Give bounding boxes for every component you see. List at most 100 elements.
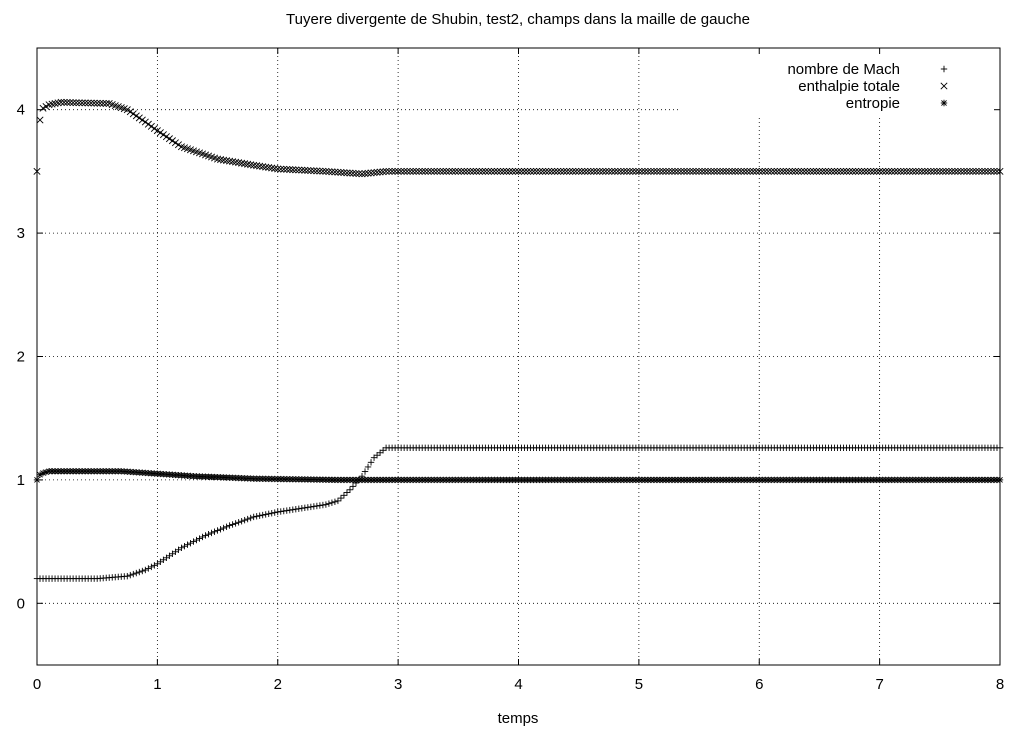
data-point [328,168,336,176]
data-point [617,167,625,175]
data-point [334,168,342,176]
data-point [514,167,523,175]
data-point [145,565,152,572]
data-point [349,169,357,177]
data-point [81,99,89,107]
data-point [442,167,450,175]
data-point [930,167,938,175]
data-point [858,167,866,175]
data-point [921,167,929,175]
data-point [147,122,155,130]
data-point [292,506,300,513]
data-point [412,167,420,175]
data-point [846,167,854,175]
data-point [722,167,730,175]
data-point [683,167,691,175]
data-point [839,167,848,175]
data-point [208,529,215,537]
data-point [451,167,459,175]
data-point [942,167,950,175]
data-point [93,99,101,107]
data-point [289,166,297,174]
data-point [304,504,312,511]
data-point [307,167,315,175]
data-point [403,167,411,175]
data-point [761,167,769,175]
data-point [918,167,926,175]
data-point [674,167,682,175]
data-point [90,99,98,107]
series-1 [33,98,1004,178]
data-point [650,167,658,175]
data-point [948,167,956,175]
data-point [355,170,363,178]
data-point [57,98,65,106]
data-point [265,164,273,172]
data-point [623,167,631,175]
data-point [304,166,312,174]
data-point [75,99,83,107]
data-point [229,158,237,166]
data-point [247,514,254,522]
data-point [253,513,260,520]
data-point [939,167,947,175]
data-point [849,167,857,175]
data-point [229,521,236,528]
data-point [340,492,348,499]
data-point [611,167,619,175]
data-point [397,167,405,175]
data-point [322,167,330,175]
data-point [307,503,315,511]
data-point [806,167,814,175]
data-point [677,167,685,175]
data-point [102,99,110,107]
data-point [406,167,414,175]
x-tick-label: 2 [274,676,282,693]
data-point [331,168,339,176]
data-point [548,167,556,175]
data-point [593,167,601,175]
data-point [788,167,796,175]
data-point [951,167,959,175]
data-point [530,167,538,175]
data-point [298,505,306,512]
data-point [433,167,441,175]
data-point [364,463,372,471]
data-point [159,131,167,139]
legend-marker [940,65,948,73]
data-point [295,166,303,174]
data-point [776,167,784,175]
data-point [662,167,670,175]
data-point [424,167,432,175]
data-point [680,167,688,175]
data-point [373,168,381,176]
data-point [710,167,718,175]
data-point [493,167,501,175]
data-point [268,164,276,172]
data-point [235,519,242,526]
data-point [325,500,333,507]
data-point [178,544,185,551]
data-point [409,167,417,175]
data-point [888,167,896,175]
data-point [84,99,92,107]
data-point [719,167,727,175]
data-point [620,167,628,175]
data-point [135,114,143,122]
data-point [554,167,562,175]
data-point [511,167,520,175]
data-point [653,167,661,175]
data-point [740,167,748,175]
data-point [695,167,703,175]
data-point [879,167,887,175]
data-point [782,167,790,175]
data-point [527,167,535,175]
data-point [33,167,41,175]
data-point [794,167,802,175]
data-point [436,167,444,175]
data-point [578,167,586,175]
data-point [830,167,839,175]
data-point [731,167,739,175]
